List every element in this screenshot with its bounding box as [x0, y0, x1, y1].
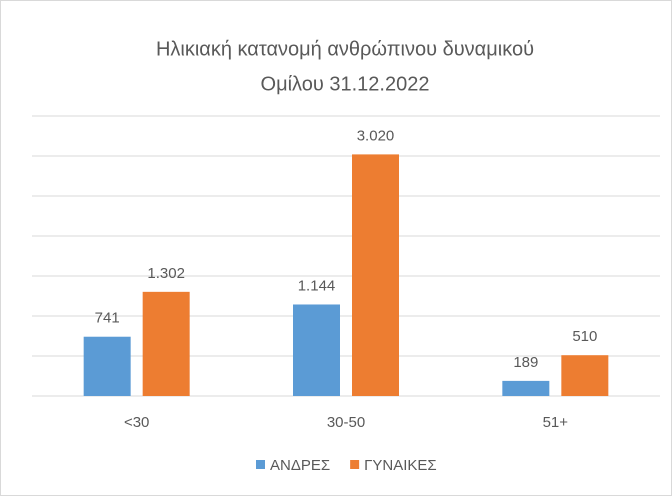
data-label: 3.020: [357, 127, 395, 144]
legend-swatch: [256, 460, 265, 469]
legend-swatch: [350, 460, 360, 469]
bar: [502, 380, 550, 396]
bar: [561, 355, 609, 396]
legend-label: ΑΝΔΡΕΣ: [270, 457, 330, 474]
x-tick-label: 51+: [543, 414, 569, 431]
data-label: 741: [95, 310, 120, 327]
bar: [352, 154, 399, 396]
x-tick-label: 30-50: [327, 414, 365, 431]
bar: [142, 291, 190, 396]
legend-label: ΓΥΝΑΙΚΕΣ: [364, 457, 437, 474]
chart-title: Ομίλου 31.12.2022: [261, 73, 430, 95]
chart-title: Ηλικιακή κατανομή ανθρώπινου δυναμικού: [156, 38, 534, 60]
data-label: 510: [572, 328, 597, 345]
bar: [293, 304, 340, 396]
bar: [83, 336, 131, 396]
data-label: 1.302: [147, 265, 185, 282]
data-label: 189: [513, 354, 538, 371]
data-label: 1.144: [298, 277, 336, 294]
x-tick-label: <30: [124, 414, 149, 431]
